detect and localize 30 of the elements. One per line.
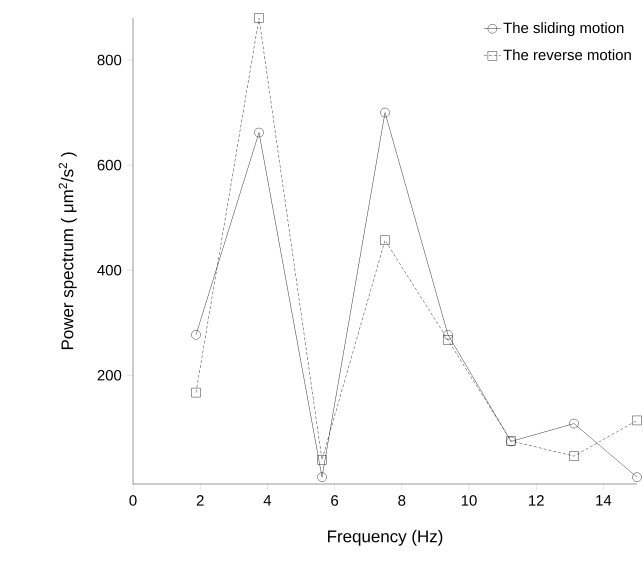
x-tick-label: 12 — [529, 495, 544, 506]
y-tick-label: 200 — [98, 370, 122, 381]
point — [191, 330, 201, 340]
y-tick-label: 400 — [97, 264, 122, 276]
point — [317, 455, 327, 465]
legend-label: The reverse motion — [503, 49, 631, 60]
x-tick-label: 2 — [196, 495, 204, 506]
point — [443, 330, 453, 340]
y-tick-label: 600 — [98, 160, 122, 170]
point — [569, 418, 579, 428]
point — [254, 128, 264, 138]
point — [632, 416, 642, 426]
point — [317, 472, 327, 482]
point — [380, 236, 390, 245]
x-axis-title: Frequency (Hz) — [328, 530, 442, 546]
point — [632, 472, 642, 482]
x-tick-label: 4 — [264, 495, 272, 506]
y-tick-label: 800 — [98, 54, 122, 66]
x-tick-label: 0 — [129, 495, 137, 506]
x-tick-label: 6 — [331, 495, 338, 506]
point — [191, 388, 201, 398]
x-tick-label: 8 — [398, 495, 406, 506]
point — [254, 13, 264, 23]
point — [443, 335, 453, 345]
y-axis-title: Power spectrum ( μm$^{2}$/s$^{2}$ ) — [58, 152, 77, 350]
point — [569, 451, 579, 461]
legend-label: The sliding motion — [503, 22, 624, 36]
x-tick-label: 10 — [462, 495, 477, 506]
x-tick-label: 14 — [596, 495, 612, 506]
point — [380, 108, 390, 118]
